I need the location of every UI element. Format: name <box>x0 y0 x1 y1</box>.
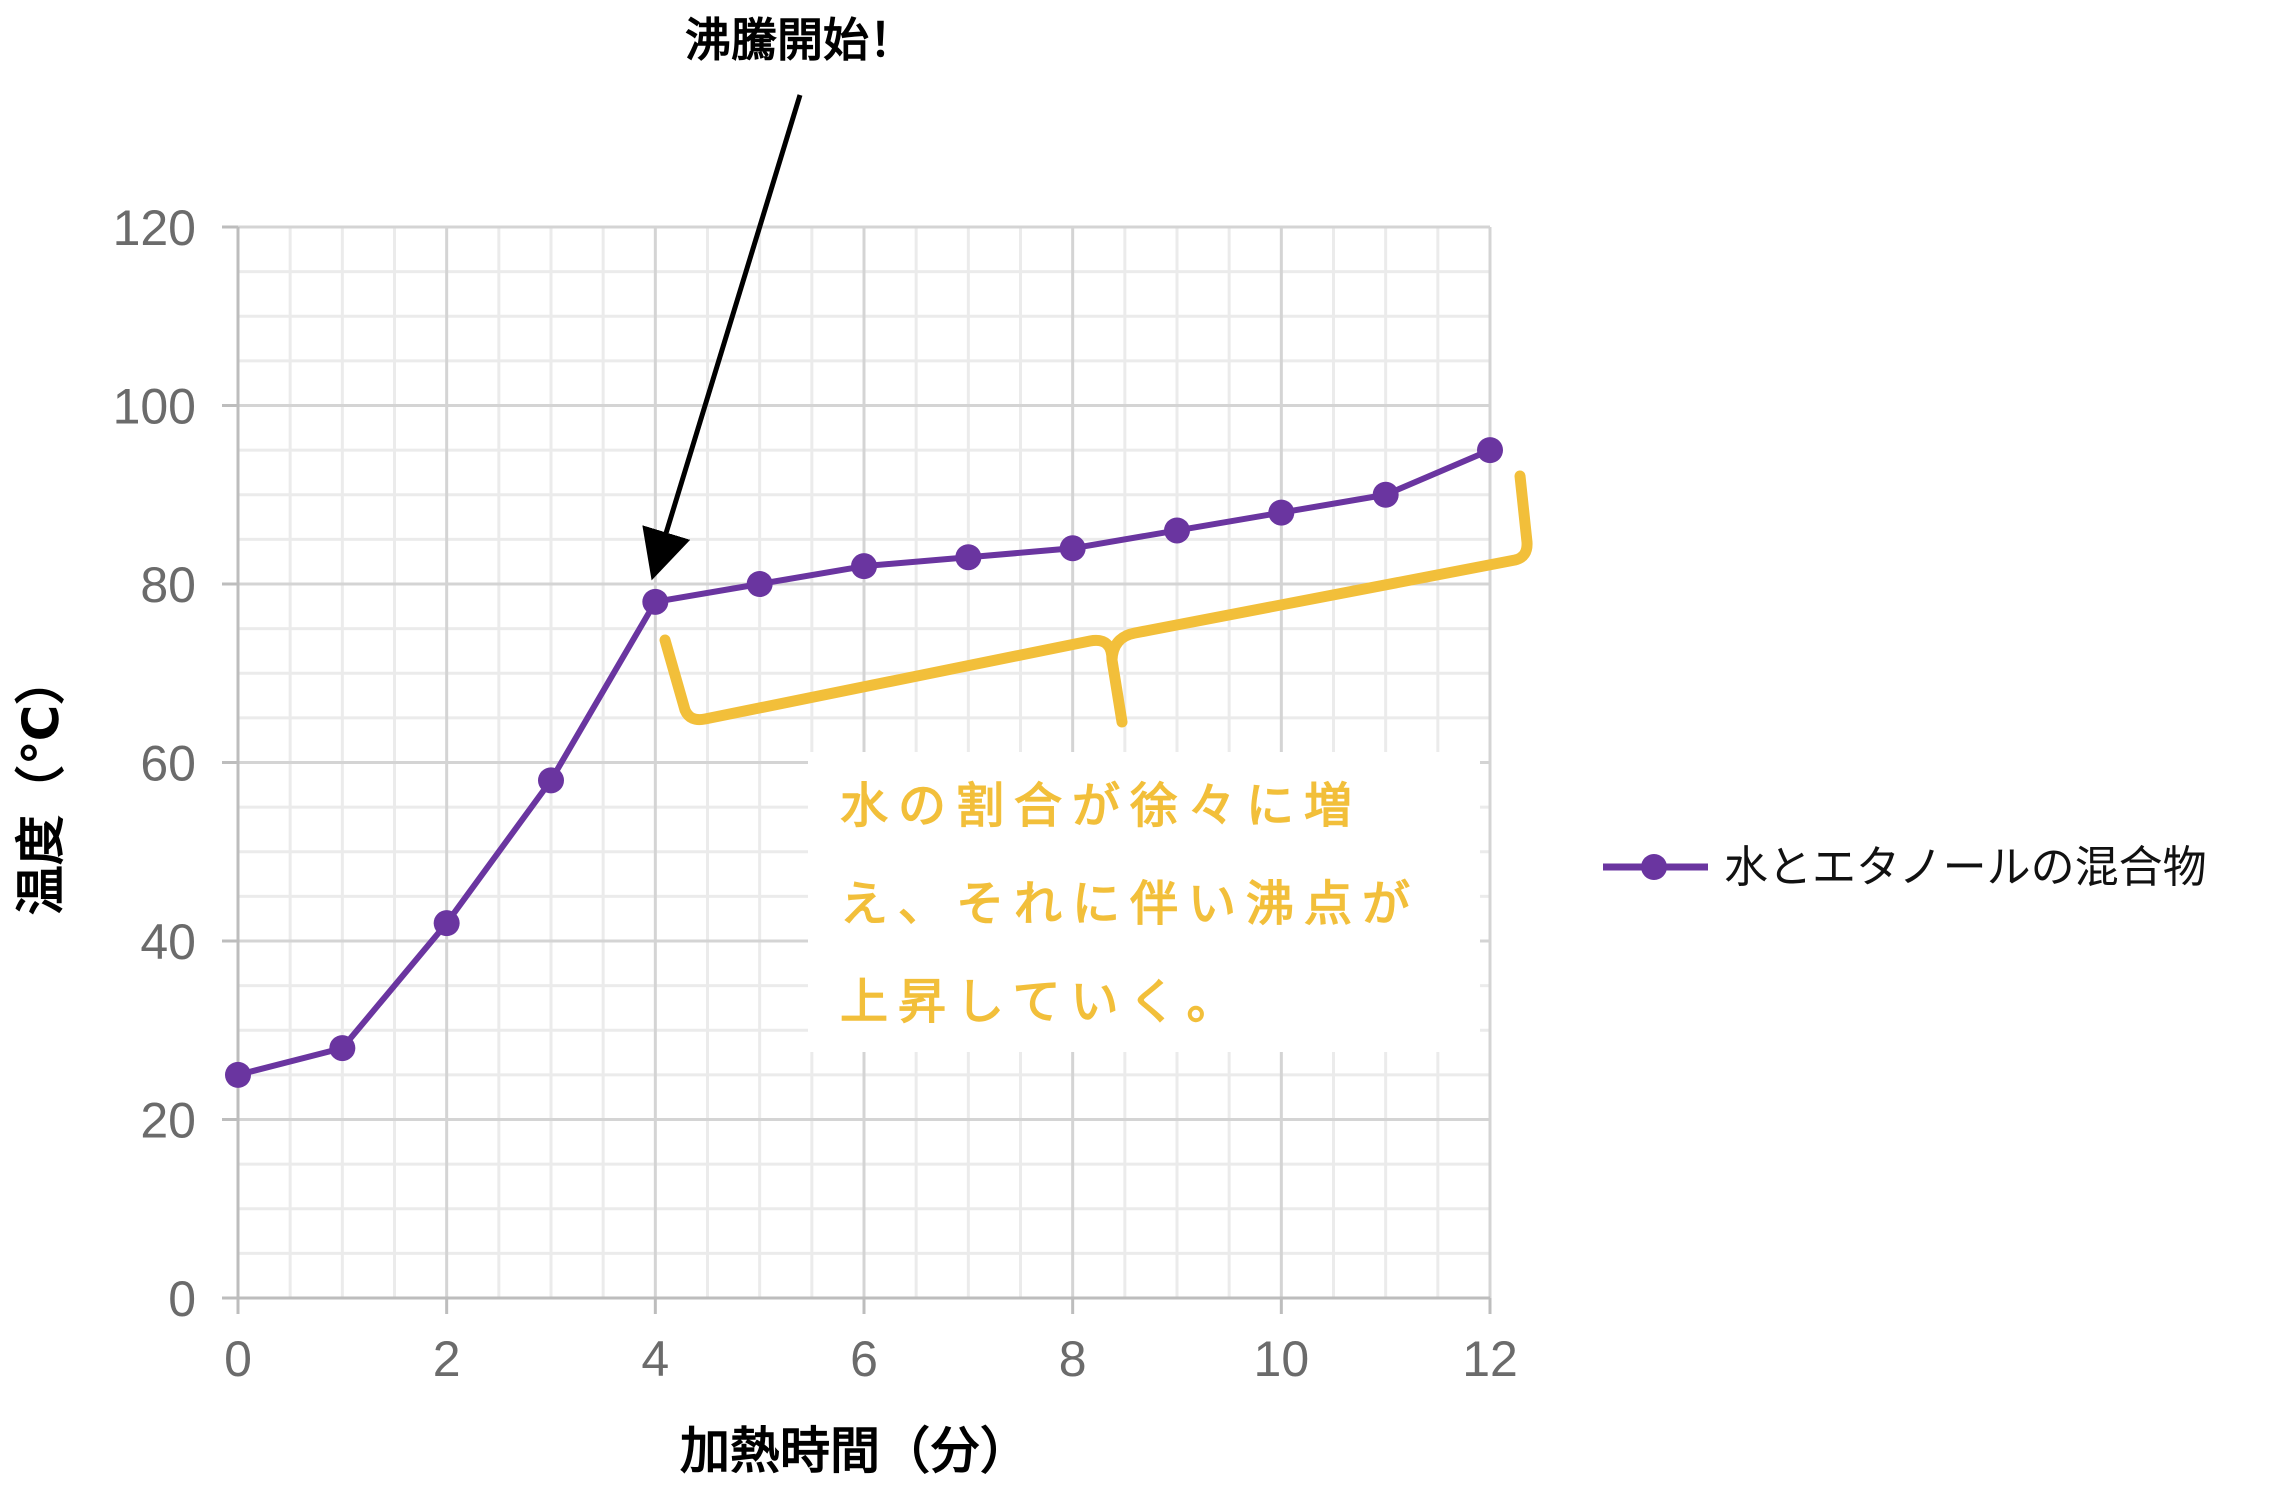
boiling-start-arrow <box>642 94 803 581</box>
y-axis-title: 温度（℃） <box>12 655 70 916</box>
data-point <box>642 588 669 615</box>
callout-text-line-2: え、それに伴い沸点が <box>840 876 1420 932</box>
curly-brace <box>659 470 1533 728</box>
boiling-start-label: 沸騰開始！ <box>685 13 915 67</box>
legend-label: 水とエタノールの混合物 <box>1724 842 2207 893</box>
callout-text-line-3: 上昇していく。 <box>840 974 1245 1030</box>
data-point <box>329 1035 356 1062</box>
x-tick-label: 8 <box>1059 1331 1087 1387</box>
data-point <box>1477 437 1503 464</box>
x-tick-label: 6 <box>850 1331 878 1387</box>
axes <box>222 225 1492 1314</box>
data-point <box>225 1061 251 1088</box>
data-point <box>1268 499 1295 526</box>
x-axis-title: 加熱時間（分） <box>680 1422 1030 1480</box>
data-point <box>851 553 877 580</box>
x-tick-label: 4 <box>641 1331 669 1387</box>
y-tick-label: 80 <box>140 557 196 613</box>
x-tick-labels: 0 2 4 6 8 10 12 <box>224 1331 1518 1387</box>
y-tick-label: 40 <box>140 914 196 970</box>
y-tick-label: 20 <box>140 1093 196 1149</box>
x-tick-label: 0 <box>224 1331 252 1387</box>
y-tick-label: 0 <box>168 1271 196 1327</box>
data-point <box>746 571 773 597</box>
data-point <box>1372 481 1399 508</box>
y-tick-label: 100 <box>113 379 196 435</box>
legend: 水とエタノールの混合物 <box>1603 842 2207 893</box>
series-layer <box>225 437 1503 1088</box>
x-tick-label: 12 <box>1462 1331 1518 1387</box>
data-point <box>433 910 460 937</box>
y-tick-label: 120 <box>113 200 196 256</box>
x-tick-label: 2 <box>433 1331 461 1387</box>
data-point <box>1059 535 1086 562</box>
data-point <box>955 544 982 571</box>
data-point <box>538 767 564 794</box>
x-tick-label: 10 <box>1254 1331 1310 1387</box>
data-point <box>1164 517 1190 544</box>
callout-text-line-1: 水の割合が徐々に増 <box>840 778 1362 834</box>
y-tick-labels: 0 20 40 60 80 100 120 <box>113 200 196 1327</box>
callout-box <box>808 752 1480 1052</box>
y-tick-label: 60 <box>140 736 196 792</box>
legend-marker <box>1641 854 1667 880</box>
